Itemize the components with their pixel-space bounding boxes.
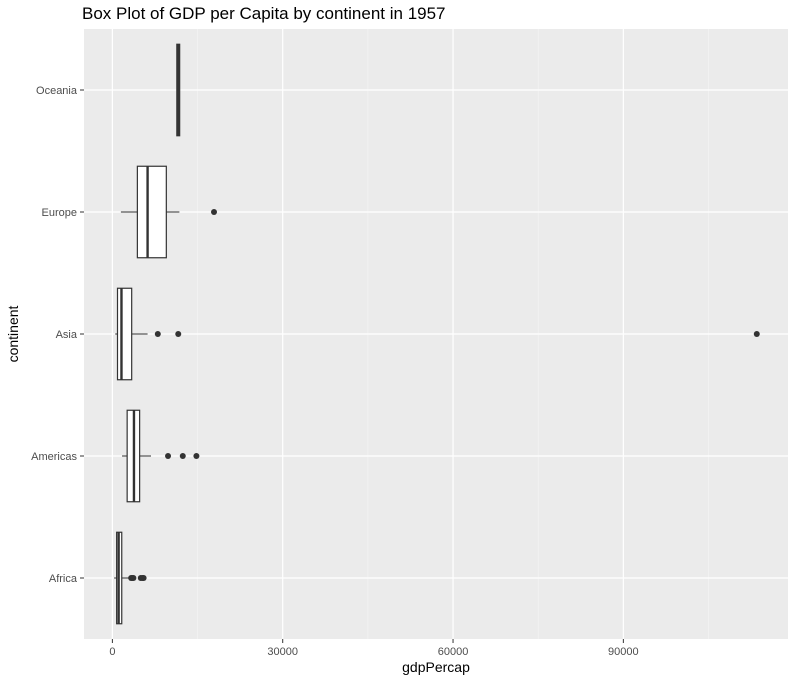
y-tick-label: Asia [56, 329, 78, 341]
y-tick-label: Oceania [36, 85, 78, 97]
outlier-point-asia [154, 331, 161, 337]
outlier-point-americas [165, 453, 172, 459]
outlier-point-asia [753, 331, 760, 337]
y-tick-label: Africa [49, 573, 78, 585]
outlier-point-africa [140, 575, 147, 581]
box-europe [136, 165, 167, 259]
y-axis-ticks: Africa Americas Asia Europe Oceania [31, 85, 84, 585]
x-axis-title: gdpPercap [402, 659, 470, 675]
x-tick-label: 0 [109, 646, 115, 658]
chart-title: Box Plot of GDP per Capita by continent … [82, 4, 446, 23]
box-asia [116, 287, 133, 381]
y-axis-title: continent [5, 305, 21, 362]
x-tick-label: 90000 [608, 646, 639, 658]
outlier-point-europe [211, 209, 218, 215]
outlier-point-americas [193, 453, 200, 459]
x-axis-ticks: 0 30000 60000 90000 [109, 639, 639, 658]
y-tick-label: Europe [42, 207, 77, 219]
y-tick-label: Americas [31, 451, 77, 463]
outlier-point-asia [175, 331, 182, 337]
grid-lines [84, 29, 788, 639]
boxes [114, 43, 760, 625]
x-tick-label: 60000 [438, 646, 469, 658]
outlier-point-africa [130, 575, 137, 581]
x-tick-label: 30000 [267, 646, 298, 658]
outlier-point-americas [179, 453, 186, 459]
